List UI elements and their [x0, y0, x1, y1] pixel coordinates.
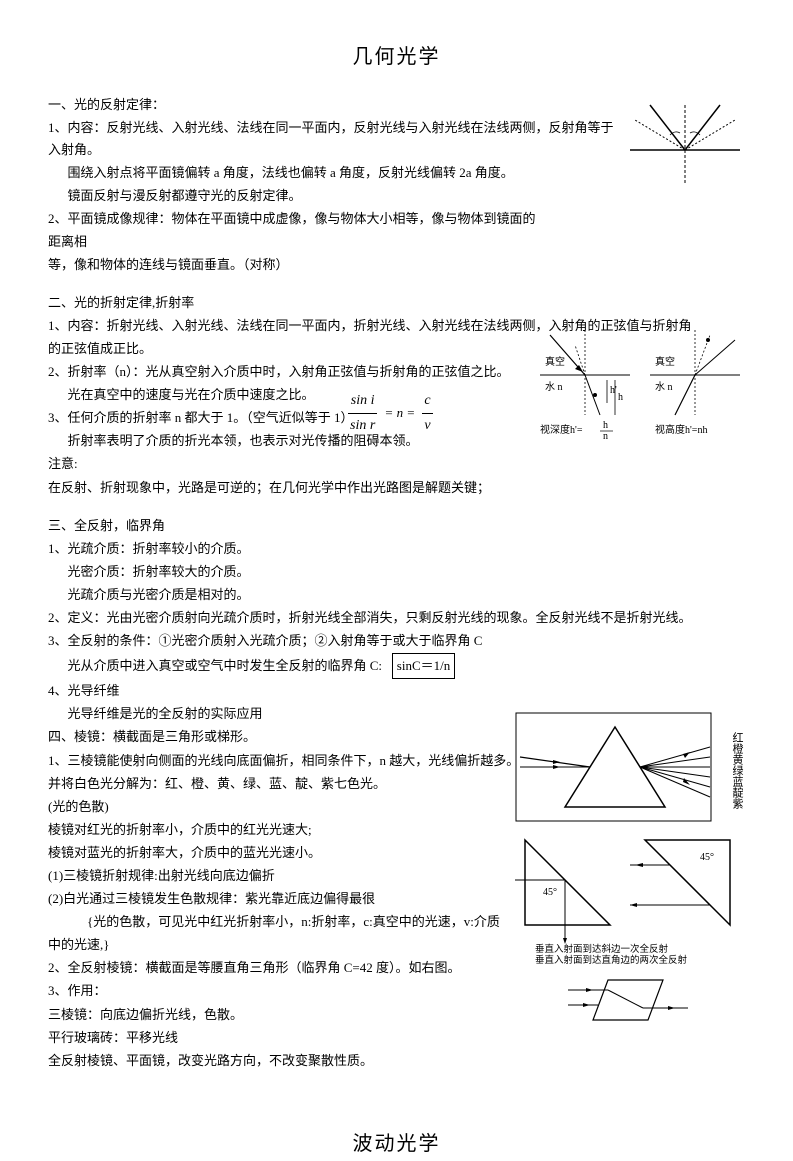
s4-line8b: 中的光速,} — [48, 934, 548, 956]
svg-text:h: h — [603, 420, 608, 431]
s3-line5: 3、全反射的条件：①光密介质射入光疏介质；②入射角等于或大于临界角 C — [48, 630, 745, 652]
s1-line4: 2、平面镜成像规律：物体在平面镜中成虚像，像与物体大小相等，像与物体到镜面的距离… — [48, 208, 548, 252]
svg-text:水 n: 水 n — [545, 381, 563, 393]
svg-text:视深度h'=: 视深度h'= — [540, 423, 583, 436]
svg-text:视高度h'=nh: 视高度h'=nh — [655, 423, 707, 436]
s3-line7: 4、光导纤维 — [48, 680, 745, 702]
s4-line13: 全反射棱镜、平面镜，改变光路方向，不改变聚散性质。 — [48, 1050, 548, 1072]
s4-line6: (1)三棱镜折射规律:出射光线向底边偏折 — [48, 865, 548, 887]
svg-text:h: h — [618, 392, 623, 403]
s1-line3: 镜面反射与漫反射都遵守光的反射定律。 — [48, 185, 548, 207]
s1-line2: 围绕入射点将平面镜偏转 a 角度，法线也偏转 a 角度，反射光线偏转 2a 角度… — [48, 162, 548, 184]
svg-text:n: n — [603, 431, 608, 440]
s3-line1: 1、光疏介质：折射率较小的介质。 — [48, 538, 745, 560]
page-title-2: 波动光学 — [48, 1127, 745, 1161]
svg-text:真空: 真空 — [655, 355, 675, 368]
s3-line4: 2、定义：光由光密介质射向光疏介质时，折射光线全部消失，只剩反射光线的现象。全反… — [48, 607, 745, 629]
s1-line5: 等，像和物体的连线与镜面垂直。（对称） — [48, 254, 548, 276]
page-title: 几何光学 — [48, 40, 745, 74]
s2-line6: 注意: — [48, 453, 745, 475]
s3-line6: 光从介质中进入真空或空气中时发生全反射的临界角 C: sinC＝1/n — [48, 653, 745, 679]
s4-line11: 三棱镜：向底边偏折光线，色散。 — [48, 1004, 548, 1026]
s3-line3: 光疏介质与光密介质是相对的。 — [48, 584, 745, 606]
s2-line5: 折射率表明了介质的折光本领，也表示对光传播的阻碍本领。 — [48, 430, 548, 452]
svg-text:垂直入射面到达直角边的两次全反射: 垂直入射面到达直角边的两次全反射 — [535, 954, 688, 965]
refraction-formula: sin isin r = n = cv — [348, 389, 433, 438]
s1-line1: 1、内容：反射光线、入射光线、法线在同一平面内，反射光线与入射光线在法线两侧，反… — [48, 117, 623, 161]
s4-line7: (2)白光通过三棱镜发生色散规律：紫光靠近底边偏得最很 — [48, 888, 548, 910]
svg-text:垂直入射面到达斜边一次全反射: 垂直入射面到达斜边一次全反射 — [535, 943, 669, 955]
s4-line12: 平行玻璃砖：平移光线 — [48, 1027, 548, 1049]
svg-text:h': h' — [610, 385, 617, 396]
svg-text:45°: 45° — [543, 887, 557, 898]
s4-line8: {光的色散，可见光中红光折射率小，n:折射率，c:真空中的光速，v:介质 — [48, 911, 548, 933]
prism-diagram: 红橙黄绿蓝靛紫 — [515, 712, 745, 822]
critical-angle-formula: sinC＝1/n — [392, 653, 455, 679]
s4-line4: 棱镜对红光的折射率小，介质中的红光光速大; — [48, 819, 548, 841]
svg-text:真空: 真空 — [545, 355, 565, 368]
svg-text:45°: 45° — [700, 852, 714, 863]
reflection-diagram — [625, 100, 745, 190]
section2-head: 二、光的折射定律,折射率 — [48, 292, 745, 314]
svg-text:水 n: 水 n — [655, 381, 673, 393]
refraction-diagrams: 真空 水 n h' h 视深度h'= h n 真空 水 n 视高度h'=nh — [535, 325, 745, 440]
s3-line2: 光密介质：折射率较大的介质。 — [48, 561, 745, 583]
s4-line9: 2、全反射棱镜：横截面是等腰直角三角形（临界角 C=42 度）。如右图。 — [48, 957, 548, 979]
total-reflection-prisms: 45° 45° 垂直入射面到达斜边一次全反射 垂直入射面到达直角边的两次全反射 — [515, 830, 745, 965]
s4-line10: 3、作用： — [48, 980, 548, 1002]
s2-line7: 在反射、折射现象中，光路是可逆的；在几何光学中作出光路图是解题关键； — [48, 477, 548, 499]
section3-head: 三、全反射，临界角 — [48, 515, 745, 537]
glass-block-diagram — [568, 970, 688, 1030]
s4-line5: 棱镜对蓝光的折射率大，介质中的蓝光光速小。 — [48, 842, 548, 864]
